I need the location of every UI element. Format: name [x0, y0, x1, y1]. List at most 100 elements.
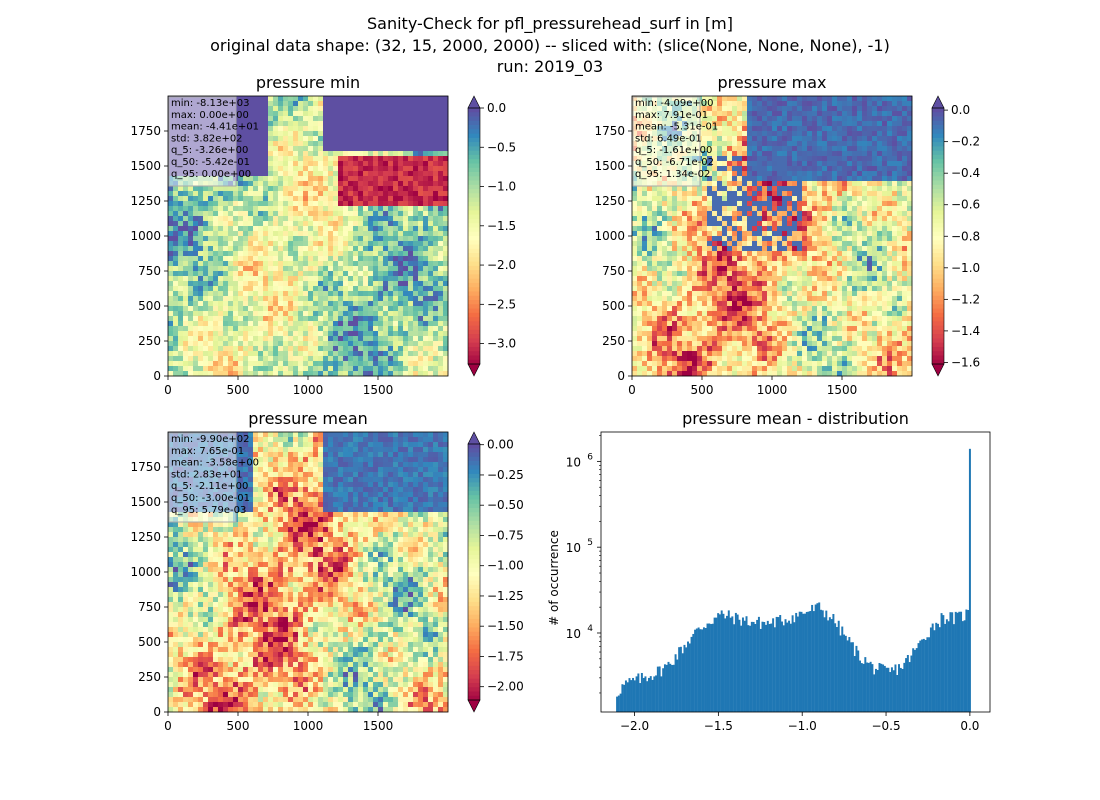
heatmap-cell: [852, 156, 858, 162]
heatmap-cell: [902, 196, 908, 202]
heatmap-cell: [373, 101, 379, 107]
heatmap-cell: [812, 231, 818, 237]
heatmap-cell: [862, 136, 868, 142]
heatmap-cell: [358, 281, 364, 287]
heatmap-cell: [722, 136, 728, 142]
heatmap-cell: [792, 211, 798, 217]
heatmap-cell: [268, 326, 274, 332]
heatmap-cell: [767, 221, 773, 227]
heatmap-cell: [223, 226, 229, 232]
heatmap-cell: [837, 121, 843, 127]
heatmap-cell: [213, 326, 219, 332]
heatmap-cell: [438, 351, 444, 357]
heatmap-cell: [747, 191, 753, 197]
heatmap-cell: [238, 116, 244, 122]
heatmap-cell: [707, 186, 713, 192]
heatmap-cell: [248, 171, 254, 177]
heatmap-cell: [368, 146, 374, 152]
heatmap-cell: [168, 276, 174, 282]
heatmap-cell: [308, 106, 314, 112]
heatmap-cell: [258, 311, 264, 317]
heatmap-cell: [817, 201, 823, 207]
heatmap-cell: [897, 221, 903, 227]
heatmap-cell: [173, 316, 179, 322]
heatmap-cell: [393, 146, 399, 152]
heatmap-cell: [298, 226, 304, 232]
heatmap-cell: [428, 186, 434, 192]
heatmap-cell: [872, 101, 878, 107]
heatmap-cell: [393, 316, 399, 322]
heatmap-cell: [353, 301, 359, 307]
heatmap-cell: [243, 291, 249, 297]
heatmap-cell: [722, 246, 728, 252]
heatmap-cell: [358, 251, 364, 257]
heatmap-cell: [752, 181, 758, 187]
heatmap-cell: [363, 266, 369, 272]
heatmap-cell: [223, 281, 229, 287]
heatmap-cell: [722, 196, 728, 202]
heatmap-cell: [368, 286, 374, 292]
heatmap-cell: [308, 256, 314, 262]
heatmap-cell: [767, 161, 773, 167]
heatmap-cell: [637, 196, 643, 202]
heatmap-cell: [787, 96, 793, 102]
heatmap-cell: [408, 141, 414, 147]
heatmap-cell: [203, 336, 209, 342]
heatmap-cell: [298, 151, 304, 157]
heatmap-cell: [887, 201, 893, 207]
heatmap-cell: [867, 166, 873, 172]
heatmap-cell: [218, 366, 224, 372]
heatmap-cell: [388, 286, 394, 292]
heatmap-cell: [243, 166, 249, 172]
heatmap-cell: [383, 271, 389, 277]
heatmap-cell: [902, 206, 908, 212]
heatmap-cell: [902, 166, 908, 172]
heatmap-cell: [712, 236, 718, 242]
heatmap-cell: [373, 121, 379, 127]
heatmap-cell: [443, 121, 449, 127]
heatmap-cell: [792, 241, 798, 247]
heatmap-cell: [268, 351, 274, 357]
heatmap-cell: [223, 306, 229, 312]
heatmap-cell: [802, 161, 808, 167]
heatmap-cell: [747, 156, 753, 162]
heatmap-cell: [742, 136, 748, 142]
heatmap-cell: [398, 111, 404, 117]
colorbar-tick-label: −1.5: [487, 219, 516, 233]
heatmap-cell: [423, 251, 429, 257]
heatmap-cell: [328, 216, 334, 222]
heatmap-cell: [717, 201, 723, 207]
heatmap-cell: [353, 221, 359, 227]
heatmap-cell: [772, 216, 778, 222]
heatmap-cell: [832, 221, 838, 227]
heatmap-cell: [378, 121, 384, 127]
heatmap-cell: [338, 371, 344, 377]
heatmap-cell: [423, 171, 429, 177]
heatmap-cell: [727, 231, 733, 237]
heatmap-cell: [318, 226, 324, 232]
heatmap-cell: [288, 136, 294, 142]
heatmap-cell: [737, 186, 743, 192]
heatmap-cell: [208, 246, 214, 252]
heatmap-cell: [812, 171, 818, 177]
heatmap-cell: [218, 251, 224, 257]
heatmap-cell: [243, 161, 249, 167]
heatmap-cell: [902, 141, 908, 147]
heatmap-cell: [368, 271, 374, 277]
heatmap-cell: [353, 96, 359, 102]
heatmap-cell: [782, 106, 788, 112]
heatmap-cell: [872, 136, 878, 142]
heatmap-cell: [752, 96, 758, 102]
colorbar-segment: [468, 142, 480, 147]
heatmap-cell: [178, 186, 184, 192]
heatmap-cell: [263, 211, 269, 217]
heatmap-cell: [393, 101, 399, 107]
heatmap-cell: [403, 246, 409, 252]
heatmap-cell: [847, 236, 853, 242]
heatmap-cell: [642, 216, 648, 222]
heatmap-cell: [318, 361, 324, 367]
heatmap-cell: [418, 121, 424, 127]
heatmap-cell: [338, 206, 344, 212]
heatmap-cell: [168, 206, 174, 212]
